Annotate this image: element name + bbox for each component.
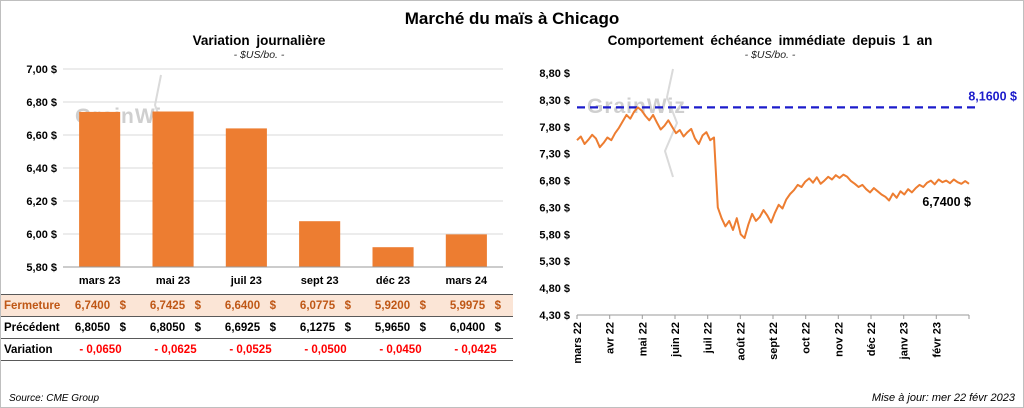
svg-text:6,40 $: 6,40 $ — [26, 163, 57, 175]
svg-text:juin 22: juin 22 — [670, 322, 682, 358]
svg-text:6,20 $: 6,20 $ — [26, 196, 57, 208]
table-row-fermeture: Fermeture 6,7400 $6,7425 $6,6400 $6,0775 … — [1, 294, 513, 317]
table-row-precedent: Précédent 6,8050 $6,8050 $6,6925 $6,1275 … — [1, 316, 513, 339]
svg-text:4,80 $: 4,80 $ — [539, 283, 570, 295]
svg-text:8,30 $: 8,30 $ — [539, 95, 570, 107]
table-cell: - 0,0650 — [63, 338, 138, 361]
table-cell: 6,0775 $ — [288, 294, 363, 317]
svg-text:mai 23: mai 23 — [156, 275, 190, 287]
table-cell: - 0,0500 — [288, 338, 363, 361]
bar-chart: 5,80 $ 6,00 $ 6,20 $ 6,40 $ 6,60 $ 6,80 $ 7,00… — [26, 64, 503, 287]
svg-text:janv 23: janv 23 — [899, 322, 911, 360]
table-cell: 6,8050 $ — [63, 316, 138, 339]
bar-chart-title: Variation journalière — [192, 33, 326, 48]
row-label: Fermeture — [1, 294, 63, 317]
svg-text:nov 22: nov 22 — [833, 322, 845, 357]
updated-note: Mise à jour: mer 22 févr 2023 — [871, 392, 1015, 404]
line-chart-subtitle: - $US/bo. - — [744, 49, 796, 61]
svg-text:6,80 $: 6,80 $ — [539, 176, 570, 188]
svg-text:6,60 $: 6,60 $ — [26, 130, 57, 142]
table-cell: 5,9975 $ — [438, 294, 513, 317]
table-cell: - 0,0525 — [213, 338, 288, 361]
table-cell: 5,9650 $ — [363, 316, 438, 339]
svg-text:7,00 $: 7,00 $ — [26, 64, 57, 76]
svg-text:mars 23: mars 23 — [79, 275, 121, 287]
svg-text:4,30 $: 4,30 $ — [539, 310, 570, 322]
table-cell: 6,7400 $ — [63, 294, 138, 317]
table-cell: - 0,0625 — [138, 338, 213, 361]
svg-text:mai 22: mai 22 — [637, 322, 649, 356]
table-cell: 6,8050 $ — [138, 316, 213, 339]
table-cell: 6,0400 $ — [438, 316, 513, 339]
svg-text:avr 22: avr 22 — [605, 322, 617, 354]
svg-text:6,00 $: 6,00 $ — [26, 229, 57, 241]
svg-text:5,80 $: 5,80 $ — [539, 229, 570, 241]
row-label: Variation — [1, 338, 63, 361]
source-note: Source: CME Group — [9, 393, 100, 404]
footer: Source: CME Group Mise à jour: mer 22 fé… — [9, 392, 1015, 404]
daily-variation-panel: Variation journalière - $US/bo. - 5,80 $… — [1, 31, 517, 375]
page-title: Marché du maïs à Chicago — [404, 9, 620, 28]
svg-text:déc 22: déc 22 — [866, 322, 878, 356]
table-cell: - 0,0450 — [363, 338, 438, 361]
row-label: Précédent — [1, 316, 63, 339]
svg-text:7,80 $: 7,80 $ — [539, 122, 570, 134]
svg-text:sept 23: sept 23 — [301, 275, 339, 287]
svg-text:mars 24: mars 24 — [446, 275, 488, 287]
svg-text:sept 22: sept 22 — [768, 322, 780, 360]
svg-text:5,30 $: 5,30 $ — [539, 256, 570, 268]
svg-text:8,80 $: 8,80 $ — [539, 68, 570, 80]
svg-text:7,30 $: 7,30 $ — [539, 149, 570, 161]
table-cell: 6,6925 $ — [213, 316, 288, 339]
table-cell: 5,9200 $ — [363, 294, 438, 317]
svg-text:6,80 $: 6,80 $ — [26, 97, 57, 109]
svg-text:juil 22: juil 22 — [703, 322, 715, 354]
one-year-panel: Comportement échéance immédiate depuis 1… — [517, 31, 1023, 375]
table-cell: 6,1275 $ — [288, 316, 363, 339]
charts-area: Variation journalière - $US/bo. - 5,80 $… — [1, 31, 1023, 375]
table-cell: 6,7425 $ — [138, 294, 213, 317]
line-chart-title: Comportement échéance immédiate depuis 1… — [607, 33, 933, 48]
svg-text:févr 23: févr 23 — [931, 322, 943, 357]
values-table: Fermeture 6,7400 $6,7425 $6,6400 $6,0775 … — [1, 294, 513, 361]
ref-line-label: 8,1600 $ — [968, 89, 1017, 103]
svg-text:oct 22: oct 22 — [801, 322, 813, 354]
svg-text:déc 23: déc 23 — [376, 275, 410, 287]
svg-text:août 22: août 22 — [735, 322, 747, 361]
bar-chart-subtitle: - $US/bo. - — [233, 49, 285, 61]
line-chart: 4,30 $ 4,80 $ 5,30 $ 5,80 $ 6,30 $ 6,80 $ 7,30… — [539, 68, 1017, 364]
last-value-label: 6,7400 $ — [922, 195, 971, 209]
table-cell: 6,6400 $ — [213, 294, 288, 317]
svg-text:mars 22: mars 22 — [572, 322, 584, 364]
svg-text:6,30 $: 6,30 $ — [539, 202, 570, 214]
svg-text:5,80 $: 5,80 $ — [26, 262, 57, 274]
table-cell: - 0,0425 — [438, 338, 513, 361]
svg-text:juil 23: juil 23 — [230, 275, 262, 287]
table-row-variation: Variation - 0,0650- 0,0625- 0,0525- 0,050… — [1, 338, 513, 361]
